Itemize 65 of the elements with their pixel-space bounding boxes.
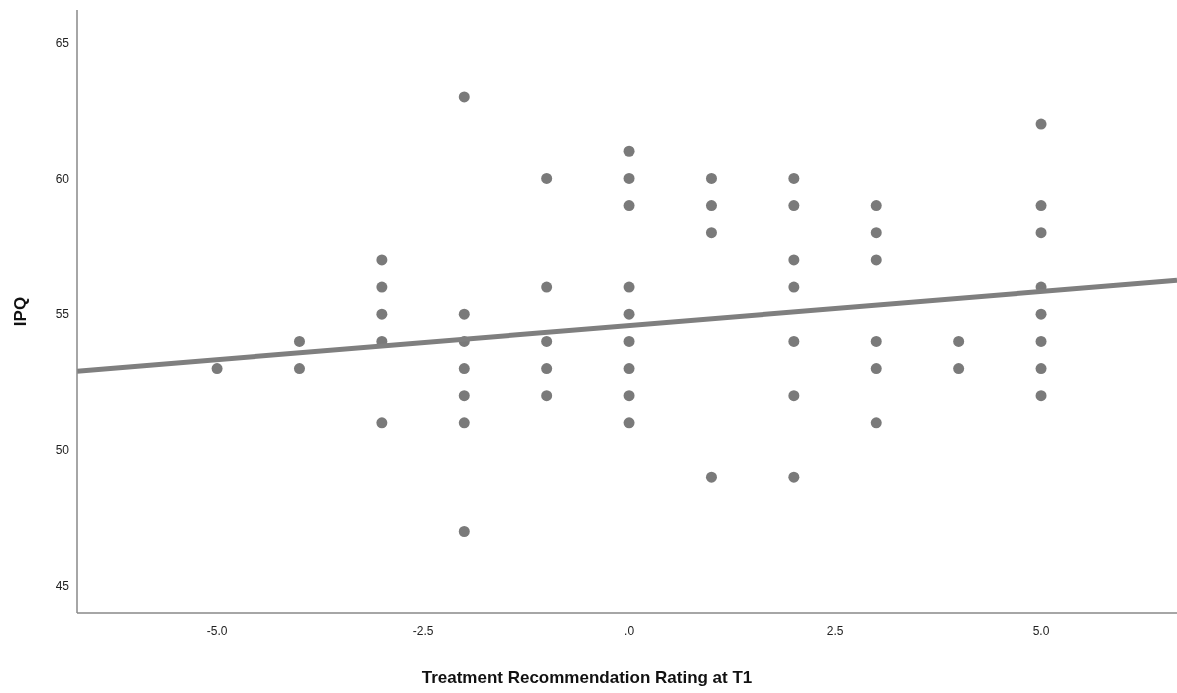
y-tick-label: 45 xyxy=(55,579,70,594)
point xyxy=(1035,227,1047,239)
point xyxy=(870,417,882,429)
point xyxy=(705,471,717,483)
x-tick-label: .0 xyxy=(624,624,635,638)
point xyxy=(623,172,635,184)
point xyxy=(870,227,882,239)
point xyxy=(953,335,965,347)
y-tick-label: 50 xyxy=(55,443,70,458)
point xyxy=(1035,308,1047,320)
point xyxy=(293,335,305,347)
x-tick-label: 2.5 xyxy=(826,624,844,638)
point xyxy=(458,308,470,320)
point xyxy=(788,471,800,483)
point xyxy=(870,200,882,212)
y-axis-title: IPQ xyxy=(11,296,30,327)
point xyxy=(623,417,635,429)
point xyxy=(376,308,388,320)
point xyxy=(541,363,553,375)
point xyxy=(1035,118,1047,130)
point xyxy=(541,172,553,184)
point xyxy=(623,335,635,347)
point xyxy=(788,254,800,266)
point xyxy=(1035,363,1047,375)
x-tick-label: -2.5 xyxy=(412,624,434,638)
x-axis-title: Treatment Recommendation Rating at T1 xyxy=(421,668,753,687)
y-tick-label: 65 xyxy=(55,35,70,50)
point xyxy=(870,363,882,375)
point xyxy=(705,227,717,239)
point xyxy=(870,335,882,347)
y-tick-label: 55 xyxy=(55,307,70,322)
point xyxy=(623,308,635,320)
point xyxy=(541,390,553,402)
x-tick-label: -5.0 xyxy=(206,624,228,638)
point xyxy=(788,335,800,347)
point xyxy=(623,390,635,402)
point xyxy=(541,281,553,293)
point xyxy=(458,526,470,538)
point xyxy=(1035,390,1047,402)
y-tick-label: 60 xyxy=(55,171,70,186)
point xyxy=(788,200,800,212)
point xyxy=(458,363,470,375)
point xyxy=(788,172,800,184)
point xyxy=(1035,335,1047,347)
point xyxy=(623,145,635,157)
point xyxy=(293,363,305,375)
point xyxy=(623,281,635,293)
point xyxy=(705,200,717,212)
point xyxy=(870,254,882,266)
point xyxy=(211,363,223,375)
point xyxy=(788,390,800,402)
point xyxy=(541,335,553,347)
point xyxy=(458,417,470,429)
point xyxy=(705,172,717,184)
point xyxy=(623,200,635,212)
point xyxy=(1035,200,1047,212)
point xyxy=(953,363,965,375)
point xyxy=(788,281,800,293)
point xyxy=(376,254,388,266)
point xyxy=(623,363,635,375)
point xyxy=(458,390,470,402)
x-tick-label: 5.0 xyxy=(1032,624,1050,638)
point xyxy=(376,281,388,293)
point xyxy=(458,91,470,103)
point xyxy=(376,417,388,429)
